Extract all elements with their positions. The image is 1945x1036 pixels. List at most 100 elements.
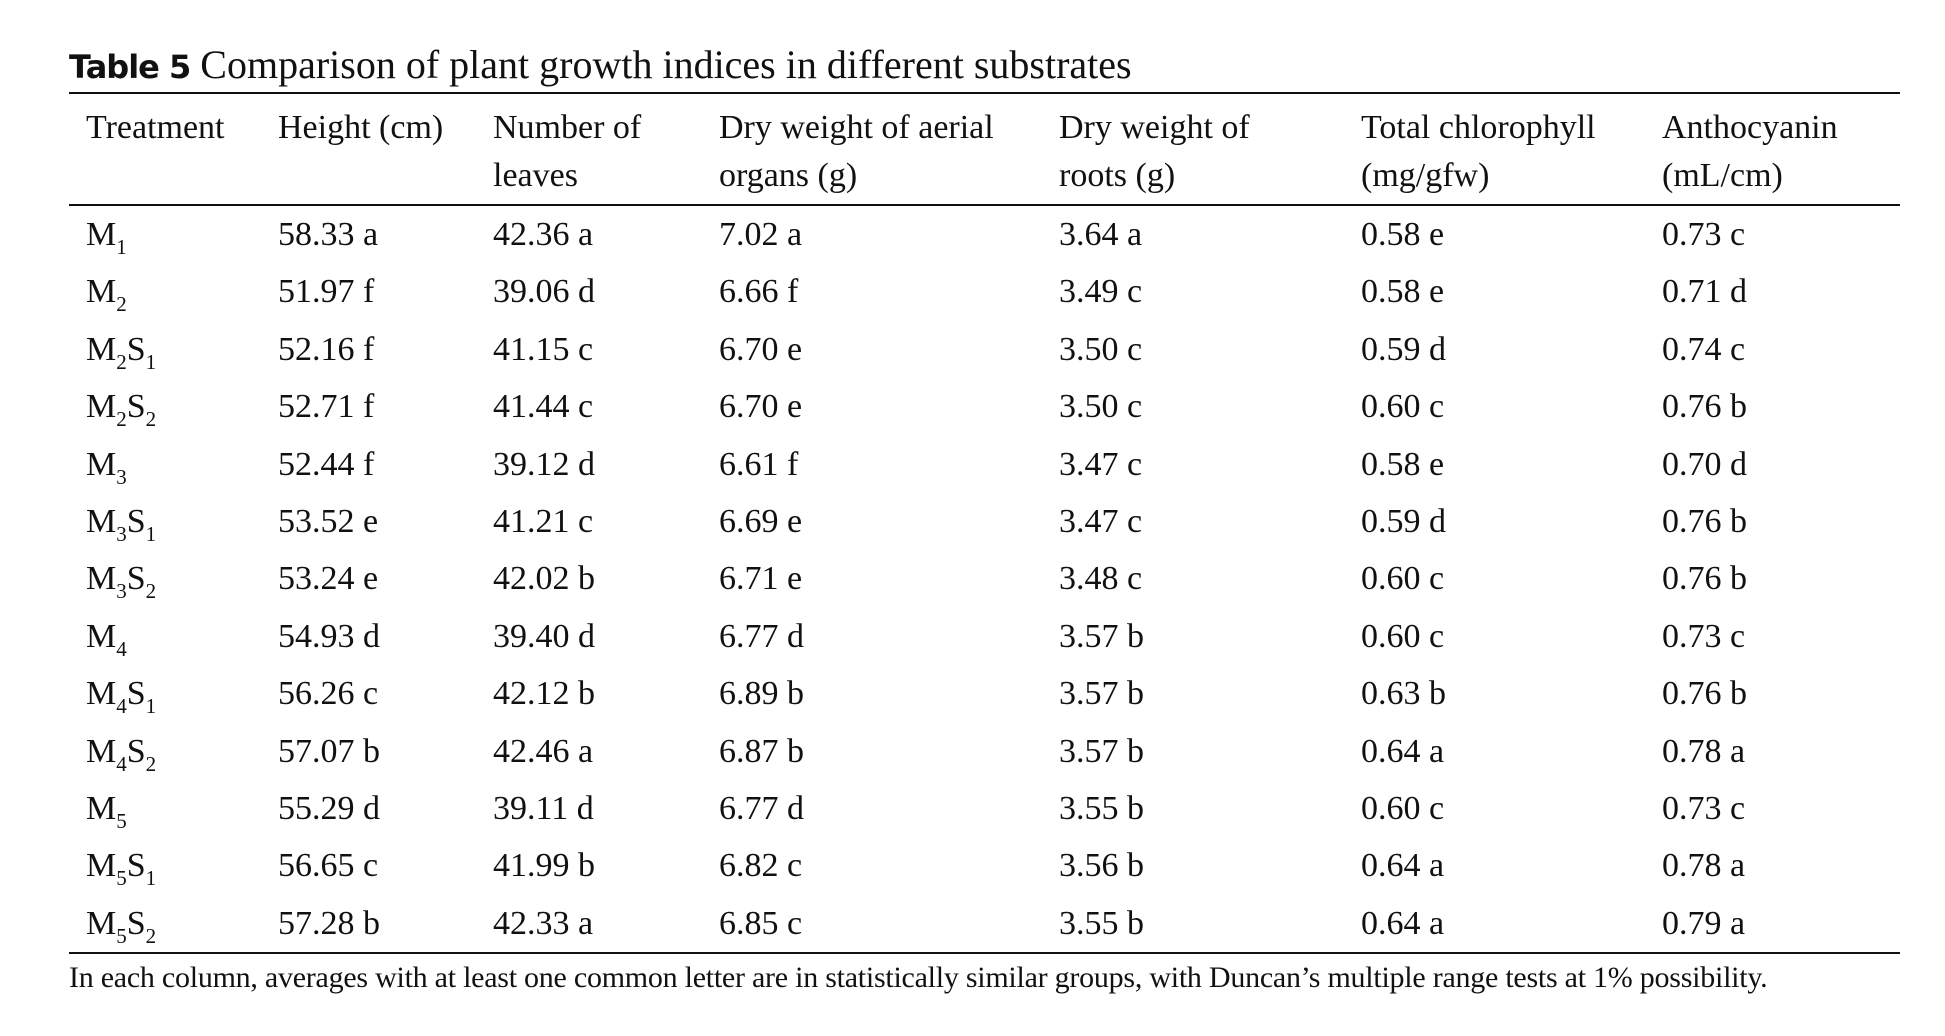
treatment-cell: M5	[69, 780, 261, 837]
value-cell: 3.47 c	[1059, 503, 1143, 541]
value-cell: 0.58 e	[1361, 273, 1445, 311]
value-cell: 39.12 d	[493, 445, 595, 483]
treatment-cell: M2S2	[69, 378, 261, 435]
value-cell: 0.59 d	[1361, 503, 1446, 541]
value-cell: 3.55 b	[1059, 790, 1144, 828]
value-cell: 6.61 f	[719, 445, 799, 483]
treatment-subscript: 5	[116, 809, 127, 834]
value-cell: 0.76 b	[1662, 675, 1747, 713]
value-cell: 7.02 a	[719, 216, 803, 253]
treatment-cell: M3	[69, 436, 261, 493]
treatment-symbol: S	[126, 560, 146, 598]
treatment-subscript: 1	[145, 349, 157, 374]
value-cell: 42.12 b	[493, 675, 595, 713]
treatment-subscript: 4	[116, 694, 127, 719]
growth-indices-table: Treatment Height (cm) Number of leaves Dry w…	[69, 92, 1900, 954]
table-row: M2S1 52.16 f 41.15 c 6.70 e 3.50 c 0.59 d 0.74…	[69, 321, 1900, 378]
value-cell: 0.70 d	[1662, 445, 1747, 483]
value-cell: 0.60 c	[1361, 560, 1445, 598]
value-cell: 0.59 d	[1361, 330, 1446, 368]
value-cell: 0.76 b	[1662, 560, 1747, 598]
value-cell: 56.65 c	[278, 847, 379, 885]
table-header-row: Treatment Height (cm) Number of leaves Dry w…	[69, 93, 1900, 205]
column-header-line2: leaves	[493, 157, 578, 194]
value-cell: 42.33 a	[493, 904, 594, 942]
value-cell: 41.99 b	[493, 847, 595, 885]
treatment-cell: M3S1	[69, 493, 261, 550]
value-cell: 6.70 e	[719, 330, 803, 368]
value-cell: 3.56 b	[1059, 847, 1144, 885]
value-cell: 58.33 a	[278, 216, 379, 253]
table-row: M3S1 53.52 e 41.21 c 6.69 e 3.47 c 0.59 d 0.76…	[69, 493, 1900, 550]
value-cell: 0.73 c	[1662, 216, 1746, 253]
column-header: Total chlorophyll (mg/gfw)	[1344, 93, 1645, 205]
value-cell: 53.52 e	[278, 503, 379, 541]
treatment-cell: M4S2	[69, 723, 261, 780]
treatment-symbol: M	[86, 445, 117, 483]
value-cell: 42.02 b	[493, 560, 595, 598]
column-header: Height (cm)	[261, 93, 476, 205]
value-cell: 0.73 c	[1662, 617, 1746, 655]
treatment-subscript: 1	[145, 522, 157, 547]
value-cell: 0.60 c	[1361, 388, 1445, 426]
treatment-symbol: S	[126, 388, 146, 426]
treatment-symbol: M	[86, 216, 117, 253]
value-cell: 0.71 d	[1662, 273, 1747, 311]
table-row: M3S2 53.24 e 42.02 b 6.71 e 3.48 c 0.60 c 0.76…	[69, 550, 1900, 607]
value-cell: 52.16 f	[278, 330, 375, 368]
treatment-subscript: 2	[116, 292, 127, 317]
treatment-symbol: M	[86, 503, 117, 541]
treatment-cell: M4S1	[69, 665, 261, 722]
table-row: M2S2 52.71 f 41.44 c 6.70 e 3.50 c 0.60 c 0.76…	[69, 378, 1900, 435]
table-row: M4S2 57.07 b 42.46 a 6.87 b 3.57 b 0.64 a 0.78…	[69, 723, 1900, 780]
treatment-subscript: 2	[116, 349, 127, 374]
value-cell: 41.44 c	[493, 388, 594, 426]
treatment-subscript: 5	[116, 923, 127, 948]
column-header: Treatment	[69, 93, 261, 205]
treatment-subscript: 2	[145, 751, 157, 776]
value-cell: 0.76 b	[1662, 503, 1747, 541]
treatment-subscript: 1	[145, 694, 157, 719]
table-label: Table 5	[69, 48, 191, 86]
column-header-line1: Height (cm)	[278, 109, 444, 146]
value-cell: 6.66 f	[719, 273, 799, 311]
column-header-line1: Number of	[493, 109, 642, 146]
value-cell: 0.63 b	[1361, 675, 1446, 713]
value-cell: 3.55 b	[1059, 904, 1144, 942]
treatment-symbol: M	[86, 617, 117, 655]
table-row: M5S1 56.65 c 41.99 b 6.82 c 3.56 b 0.64 a 0.78…	[69, 837, 1900, 894]
treatment-cell: M2	[69, 263, 261, 320]
treatment-symbol: S	[126, 904, 146, 942]
treatment-symbol: M	[86, 273, 117, 311]
value-cell: 0.64 a	[1361, 732, 1445, 770]
column-header-line2: (mL/cm)	[1662, 157, 1783, 194]
value-cell: 3.50 c	[1059, 330, 1143, 368]
value-cell: 3.57 b	[1059, 732, 1144, 770]
table-row: M4 54.93 d 39.40 d 6.77 d 3.57 b 0.60 c 0.73 c	[69, 608, 1900, 665]
value-cell: 3.64 a	[1059, 216, 1143, 253]
treatment-cell: M4	[69, 608, 261, 665]
value-cell: 42.46 a	[493, 732, 594, 770]
column-header-line2: organs (g)	[719, 157, 858, 194]
column-header-line2: (mg/gfw)	[1361, 157, 1490, 194]
table-footnote: In each column, averages with at least o…	[69, 961, 1768, 995]
treatment-symbol: M	[86, 790, 117, 828]
value-cell: 6.77 d	[719, 790, 804, 828]
table-row: M2 51.97 f 39.06 d 6.66 f 3.49 c 0.58 e 0.71 d	[69, 263, 1900, 320]
value-cell: 0.64 a	[1361, 904, 1445, 942]
column-header: Dry weight of aerial organs (g)	[702, 93, 1042, 205]
treatment-symbol: M	[86, 732, 117, 770]
treatment-symbol: M	[86, 904, 117, 942]
value-cell: 6.89 b	[719, 675, 804, 713]
column-header-line1: Total chlorophyll	[1361, 109, 1596, 146]
treatment-subscript: 3	[116, 522, 127, 547]
value-cell: 42.36 a	[493, 216, 594, 253]
value-cell: 6.71 e	[719, 560, 803, 598]
treatment-symbol: M	[86, 388, 117, 426]
value-cell: 0.60 c	[1361, 790, 1445, 828]
value-cell: 39.40 d	[493, 617, 595, 655]
treatment-subscript: 2	[116, 407, 127, 432]
table-row: M5S2 57.28 b 42.33 a 6.85 c 3.55 b 0.64 a 0.79…	[69, 895, 1900, 954]
treatment-symbol: S	[126, 732, 146, 770]
column-header: Dry weight of roots (g)	[1042, 93, 1344, 205]
